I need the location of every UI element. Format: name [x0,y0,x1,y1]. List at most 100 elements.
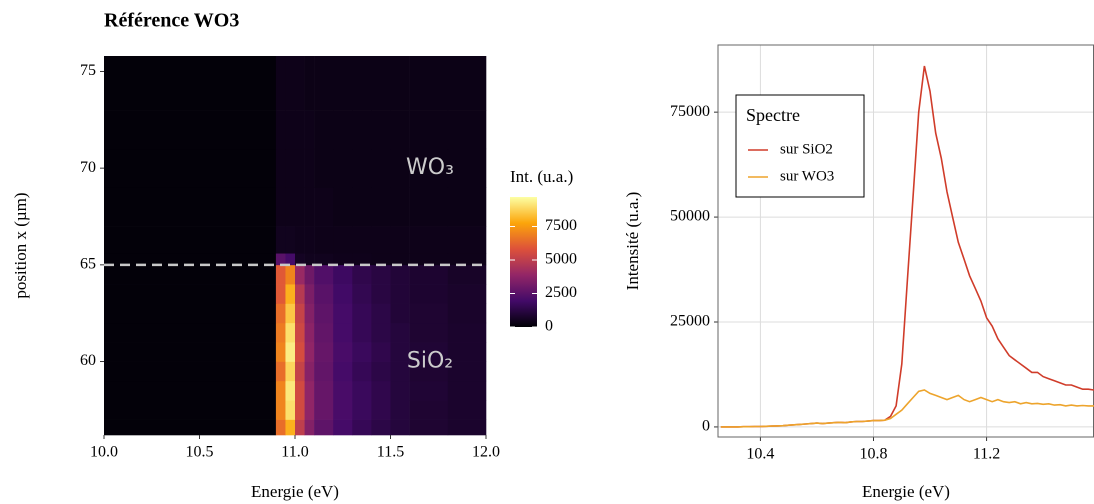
heatmap-cell [352,400,372,420]
heatmap-cell [390,148,410,188]
heatmap-cell [447,303,487,324]
heatmap-cell [447,419,487,436]
heatmap-cell [447,56,487,111]
heatmap-cell [104,419,277,436]
heatmap-cell [104,264,277,285]
heatmap-cell [409,226,449,254]
heatmap-cell [352,419,372,436]
heatmap-cell [371,148,391,188]
heatmap-cell [447,253,487,266]
heatmap-cell [390,342,410,362]
heatmap-cell [409,322,449,343]
heatmap-cell [295,322,305,343]
heatmap-cell [371,226,391,254]
colorbar-tick-label: 5000 [545,251,577,268]
heatmap-cell [371,322,391,343]
heatmap-cell [371,110,391,150]
heatmap-cell [295,226,305,254]
legend-title: Spectre [746,105,800,125]
heatmap-cell [285,253,296,266]
heatmap-cell [447,226,487,254]
heatmap-cell [390,322,410,343]
x-axis-label: Energie (eV) [251,482,339,501]
heatmap-cell [409,361,449,382]
heatmap-cell [447,342,487,362]
heatmap-cell [285,361,296,382]
heatmap-cell [371,187,391,227]
heatmap-cell [275,419,286,436]
legend-label: sur WO3 [780,168,834,184]
heatmap-cell [371,419,391,436]
heatmap-cell [314,253,334,266]
heatmap-cell [409,284,449,304]
heatmap-cell [409,253,449,266]
heatmap-cell [314,110,334,150]
annotation: SiO₂ [407,349,453,374]
heatmap-cell [371,361,391,382]
heatmap-cell [314,187,334,227]
heatmap-cell [447,187,487,227]
heatmap-cell [371,264,391,285]
heatmap-cell [104,342,277,362]
heatmap-cell [333,322,353,343]
heatmap-cell [285,380,296,401]
colorbar-tick-label: 7500 [545,217,577,234]
heatmap-cell [304,322,315,343]
colorbar-tick-label: 2500 [545,284,577,301]
heatmap-cell [304,284,315,304]
x-tick-label: 11.2 [973,446,1000,463]
heatmap-cell [295,380,305,401]
heatmap-cell [275,342,286,362]
heatmap-cell [285,322,296,343]
heatmap-cell [409,148,449,188]
heatmap-cell [314,303,334,324]
heatmap-cell [104,322,277,343]
heatmap-cell [275,253,286,266]
heatmap-cell [333,148,353,188]
heatmap-cell [295,400,305,420]
heatmap-cell [275,303,286,324]
heatmap-cell [285,264,296,285]
heatmap-cell [304,148,315,188]
heatmap-cell [409,400,449,420]
heatmap-cell [352,148,372,188]
heatmap-cell [333,187,353,227]
x-tick-label: 11.5 [377,444,404,461]
heatmap-cell [304,264,315,285]
heatmap-cell [104,226,277,254]
heatmap-cell [447,110,487,150]
heatmap-cell [333,361,353,382]
heatmap-cell [285,342,296,362]
heatmap-cell [333,110,353,150]
y-tick-label: 60 [80,352,96,369]
x-axis-label: Energie (eV) [862,482,950,501]
series-line [720,389,1094,428]
heatmap-cell [447,264,487,285]
heatmap-cell [295,56,305,111]
heatmap-cell [295,342,305,362]
heatmap-cell [285,284,296,304]
heatmap-cell [275,400,286,420]
heatmap-cell [352,264,372,285]
heatmap-cell [352,226,372,254]
heatmap-cell [314,342,334,362]
heatmap-cell [390,303,410,324]
heatmap-cell [352,110,372,150]
heatmap-cell [104,380,277,401]
heatmap-cell [409,380,449,401]
heatmap-cell [314,148,334,188]
heatmap-cell [333,56,353,111]
heatmap-cell [333,380,353,401]
heatmap-cell [285,187,296,227]
chart-title: Référence WO3 [104,10,239,32]
heatmap-cell [104,110,277,150]
heatmap-cell [304,56,315,111]
heatmap-cell [352,380,372,401]
y-tick-label: 75000 [670,103,710,120]
heatmap-cell [304,380,315,401]
heatmap-cell [285,110,296,150]
heatmap-cell [304,187,315,227]
heatmap-cell [295,110,305,150]
heatmap-cell [371,380,391,401]
y-tick-label: 25000 [670,313,710,330]
